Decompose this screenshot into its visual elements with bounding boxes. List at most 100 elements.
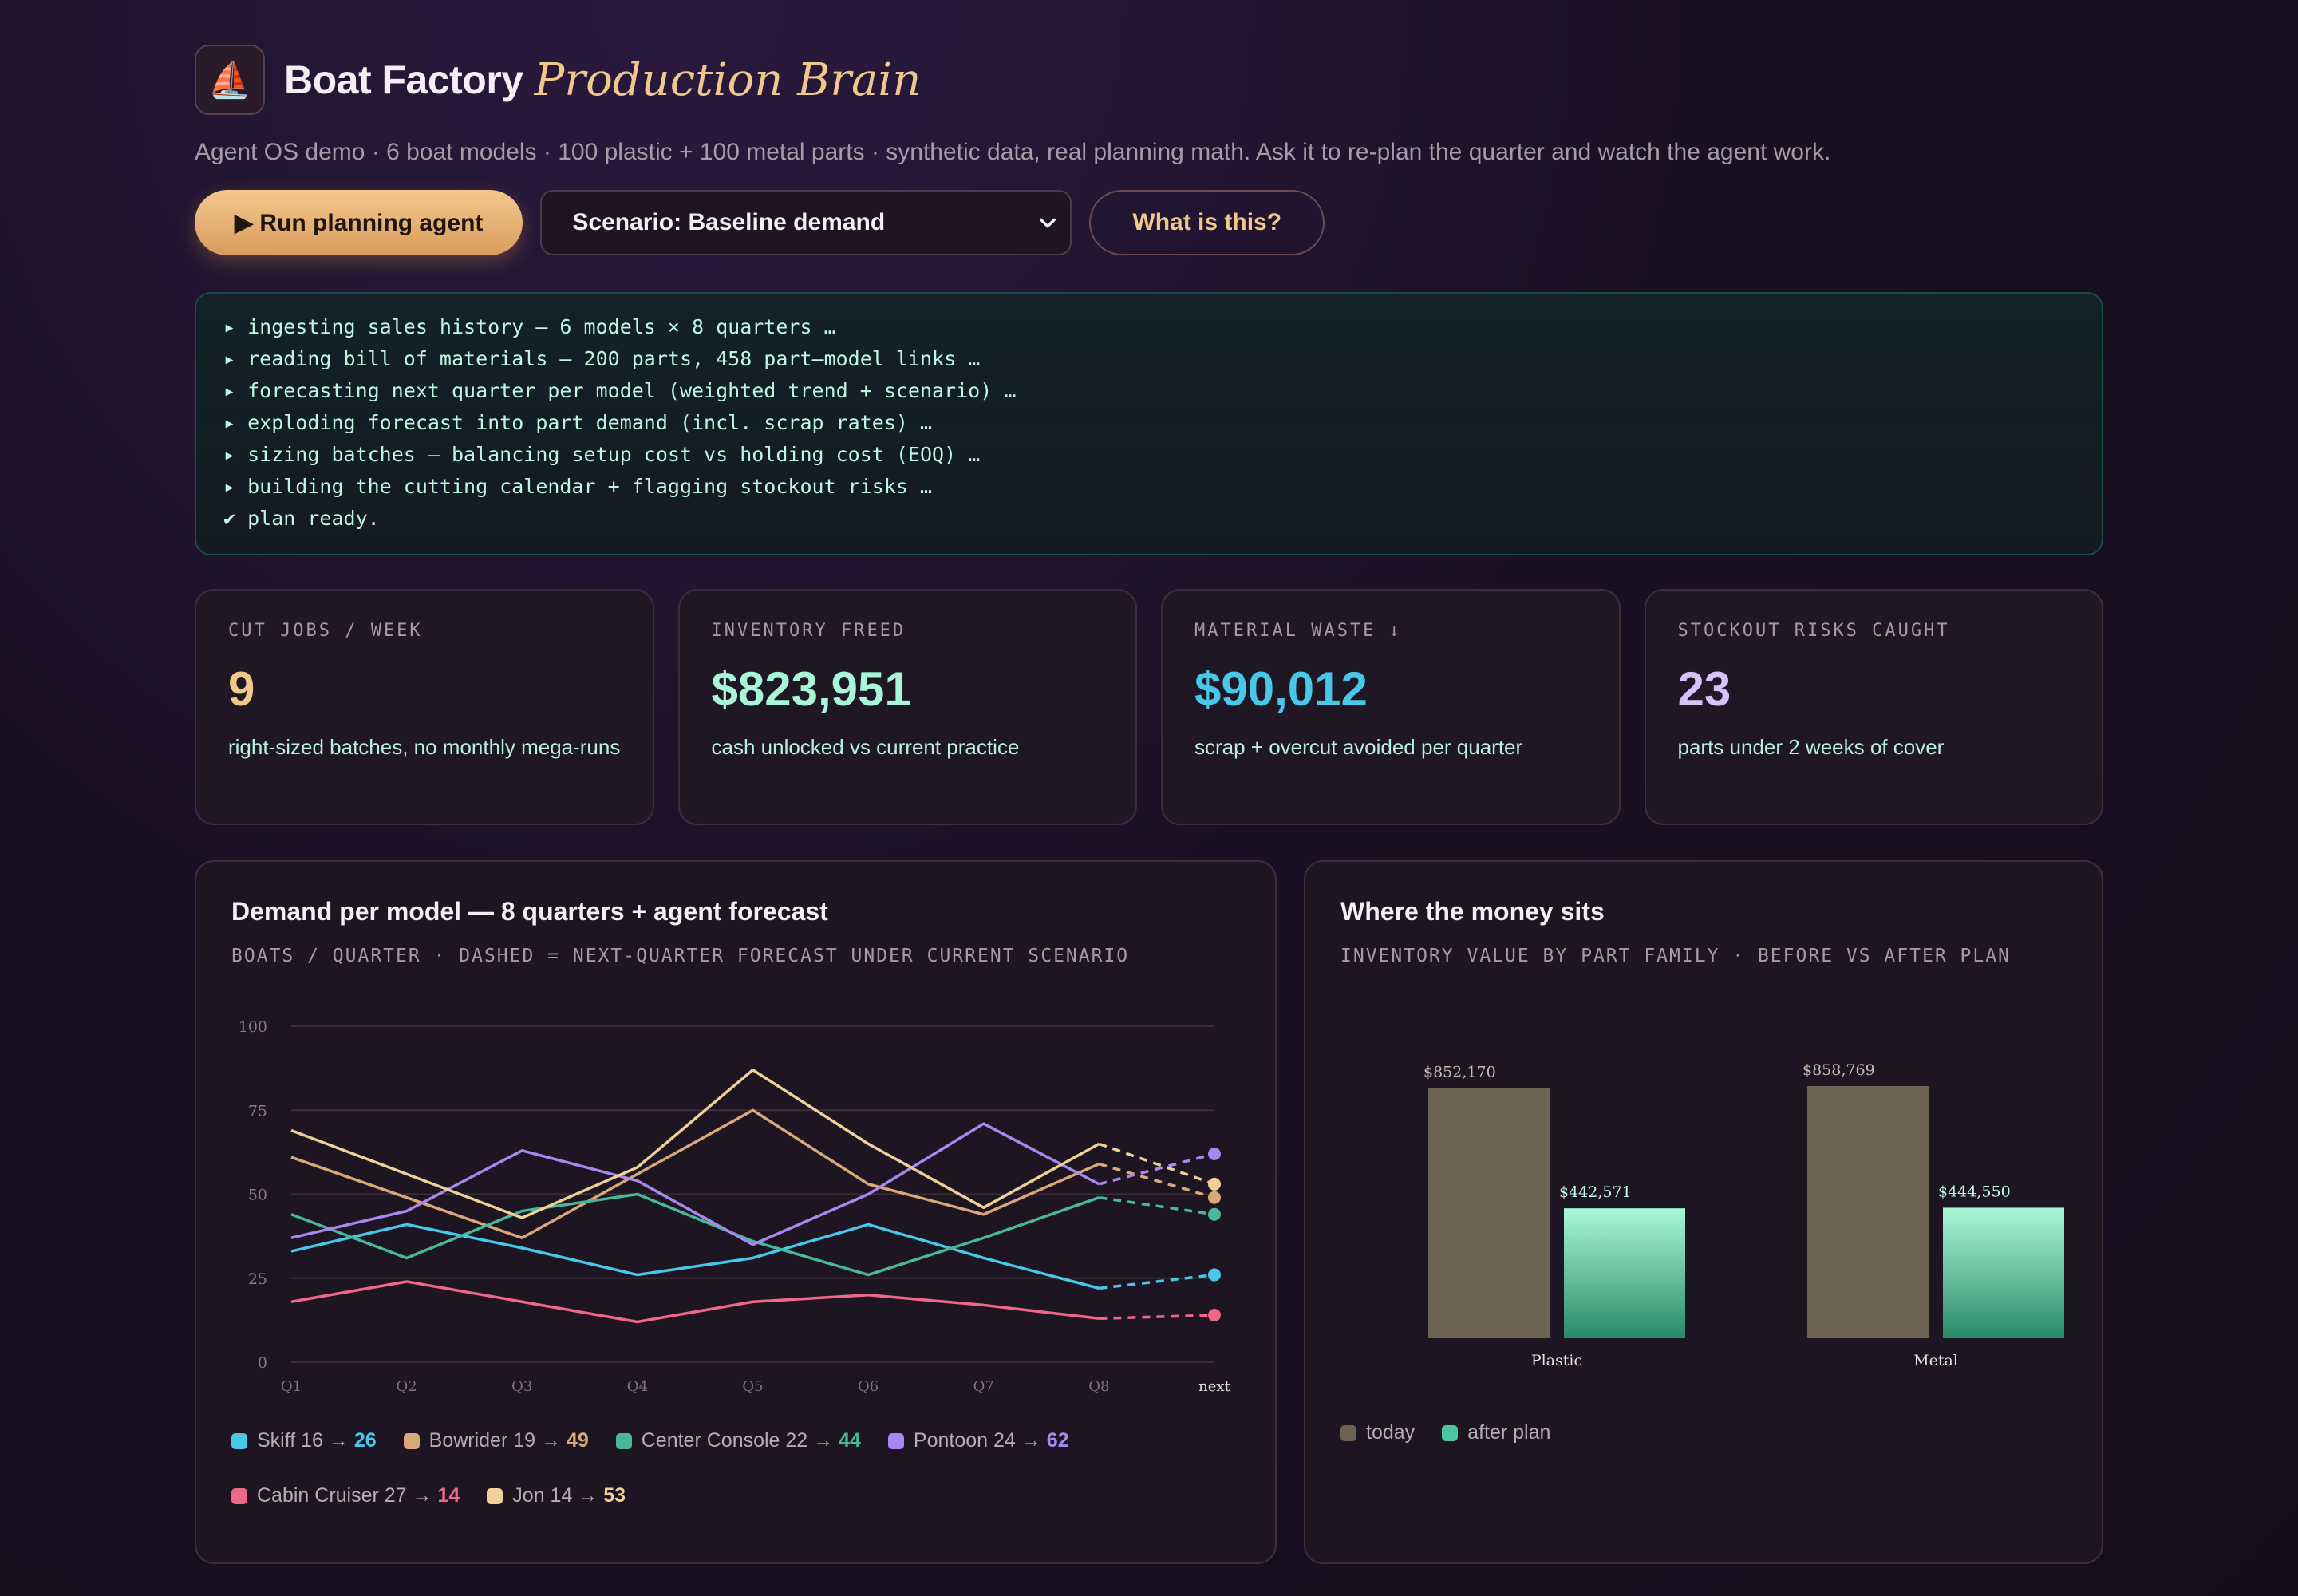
series-line [290, 1068, 1100, 1219]
legend-forecast-value: 14 [437, 1484, 460, 1507]
kpi-card-stockout-risks: STOCKOUT RISKS CAUGHT 23 parts under 2 w… [1644, 589, 2103, 825]
kpi-card-material-waste: MATERIAL WASTE ↓ $90,012 scrap + overcut… [1161, 589, 1621, 825]
demand-panel-title: Demand per model — 8 quarters + agent fo… [231, 897, 828, 926]
bar [1943, 1207, 2064, 1338]
app-subtitle: Agent OS demo · 6 boat models · 100 plas… [195, 139, 1831, 165]
legend-forecast-value: 44 [839, 1429, 861, 1452]
legend-swatch [1340, 1424, 1356, 1441]
what-is-this-button[interactable]: What is this? [1089, 190, 1325, 255]
log-line: ▸ ingesting sales history — 6 models × 8… [223, 315, 836, 338]
what-button-label: What is this? [1132, 209, 1282, 235]
app-title: Boat Factory [284, 57, 523, 102]
y-tick-label: 75 [248, 1102, 267, 1120]
kpi-card-cut-jobs: CUT JOBS / WEEK 9 right-sized batches, n… [195, 589, 654, 825]
legend-item: Jon 14 → 53 [487, 1484, 626, 1507]
page: ⛵ Boat Factory Production Brain Agent OS… [195, 45, 2103, 1564]
log-line: ▸ building the cutting calendar + flaggi… [223, 475, 933, 498]
series-line [290, 1108, 1100, 1239]
x-tick-label: Q6 [858, 1378, 879, 1395]
log-line: ▸ sizing batches — balancing setup cost … [223, 443, 981, 466]
kpi-value: $90,012 [1194, 662, 1368, 716]
legend-item: after plan [1442, 1421, 1550, 1444]
log-line: ▸ forecasting next quarter per model (we… [223, 379, 1017, 402]
agent-log: ▸ ingesting sales history — 6 models × 8… [195, 292, 2103, 555]
kpi-value: 23 [1677, 662, 1731, 716]
forecast-point [1208, 1177, 1221, 1191]
kpi-label: STOCKOUT RISKS CAUGHT [1677, 621, 1950, 641]
forecast-line [1099, 1195, 1215, 1216]
legend-item: Pontoon 24 → 62 [887, 1429, 1069, 1452]
forecast-line [1099, 1314, 1215, 1321]
forecast-point [1208, 1147, 1221, 1160]
kpi-description: scrap + overcut avoided per quarter [1194, 735, 1523, 759]
legend-label: Jon 14 → 53 [512, 1484, 626, 1507]
forecast-point [1208, 1207, 1221, 1221]
kpi-row: CUT JOBS / WEEK 9 right-sized batches, n… [195, 589, 2103, 825]
legend-swatch [887, 1432, 904, 1449]
x-tick-label: Q8 [1088, 1378, 1109, 1395]
legend-label: Skiff 16 → 26 [257, 1429, 377, 1452]
log-line: ✔ plan ready. [223, 507, 380, 530]
kpi-value: 9 [228, 662, 255, 716]
demand-legend: Skiff 16 → 26 Bowrider 19 → 49 Center Cons… [231, 1429, 1240, 1507]
legend-forecast-value: 26 [353, 1429, 377, 1452]
scenario-select[interactable]: Scenario: Baseline demand [540, 190, 1072, 255]
legend-label: Bowrider 19 → 49 [428, 1429, 589, 1452]
legend-label: after plan [1467, 1421, 1551, 1444]
forecast-line [1098, 1142, 1215, 1186]
legend-forecast-value: 53 [603, 1484, 626, 1507]
bar-value-label: $852,170 [1423, 1063, 1496, 1080]
legend-label: Pontoon 24 → 62 [913, 1429, 1069, 1452]
run-planning-agent-button[interactable]: ▶ Run planning agent [195, 190, 523, 255]
bar [1428, 1088, 1550, 1338]
demand-line-chart: 0 25 50 75 100 Q1 Q2 Q3 Q4 Q5 Q6 Q7 Q8 next [239, 1018, 1231, 1395]
kpi-description: cash unlocked vs current practice [711, 735, 1020, 759]
legend-forecast-value: 49 [566, 1429, 589, 1452]
controls-bar: ▶ Run planning agent Scenario: Baseline … [195, 190, 2103, 255]
category-label: Metal [1913, 1352, 1958, 1369]
kpi-description: parts under 2 weeks of cover [1677, 735, 1945, 759]
kpi-label: MATERIAL WASTE ↓ [1194, 621, 1402, 641]
legend-item: Skiff 16 → 26 [231, 1429, 377, 1452]
demand-panel-subtitle: BOATS / QUARTER · DASHED = NEXT-QUARTER … [231, 946, 1130, 966]
forecast-point [1208, 1191, 1221, 1204]
legend-swatch [487, 1487, 503, 1504]
x-tick-label: Q1 [281, 1378, 302, 1395]
inventory-bar-chart: $852,170 $442,571 Plastic $858,769 $444,550 M… [1423, 1061, 2064, 1369]
legend-swatch [231, 1432, 247, 1449]
bar [1564, 1208, 1685, 1338]
legend-label: Center Console 22 → 44 [641, 1429, 861, 1452]
y-tick-label: 50 [248, 1187, 267, 1204]
legend-label: Cabin Cruiser 27 → 14 [257, 1484, 460, 1507]
legend-swatch [231, 1487, 247, 1504]
inventory-legend: today after plan [1340, 1421, 2067, 1444]
forecast-line [1098, 1152, 1215, 1186]
kpi-description: right-sized batches, no monthly mega-run… [228, 735, 621, 759]
series-line [290, 1192, 1100, 1277]
x-tick-label: next [1198, 1378, 1230, 1395]
x-tick-label: Q2 [397, 1378, 417, 1395]
x-tick-label: Q4 [627, 1378, 648, 1395]
chart-panels: Demand per model — 8 quarters + agent fo… [195, 860, 2103, 1564]
legend-forecast-value: 62 [1046, 1429, 1069, 1452]
forecast-point [1208, 1268, 1221, 1282]
x-tick-label: Q5 [742, 1378, 763, 1395]
x-tick-label: Q7 [973, 1378, 994, 1395]
app-title-accent: Production Brain [534, 53, 922, 106]
legend-item: Cabin Cruiser 27 → 14 [231, 1484, 460, 1507]
scenario-select-value: Scenario: Baseline demand [572, 209, 886, 235]
kpi-label: CUT JOBS / WEEK [228, 621, 423, 641]
bar-value-label: $858,769 [1802, 1061, 1875, 1079]
y-tick-label: 25 [248, 1270, 267, 1288]
x-tick-label: Q3 [511, 1378, 532, 1395]
legend-item: Bowrider 19 → 49 [403, 1429, 589, 1452]
money-panel: Where the money sits INVENTORY VALUE BY … [1304, 860, 2103, 1564]
legend-swatch [615, 1432, 632, 1449]
forecast-line [1099, 1273, 1215, 1290]
legend-swatch [403, 1432, 420, 1449]
sailboat-icon: ⛵ [195, 45, 265, 115]
log-line: ▸ exploding forecast into part demand (i… [223, 411, 933, 434]
chevron-down-icon [1040, 218, 1056, 228]
bar [1807, 1086, 1929, 1338]
forecast-line [1098, 1162, 1215, 1199]
